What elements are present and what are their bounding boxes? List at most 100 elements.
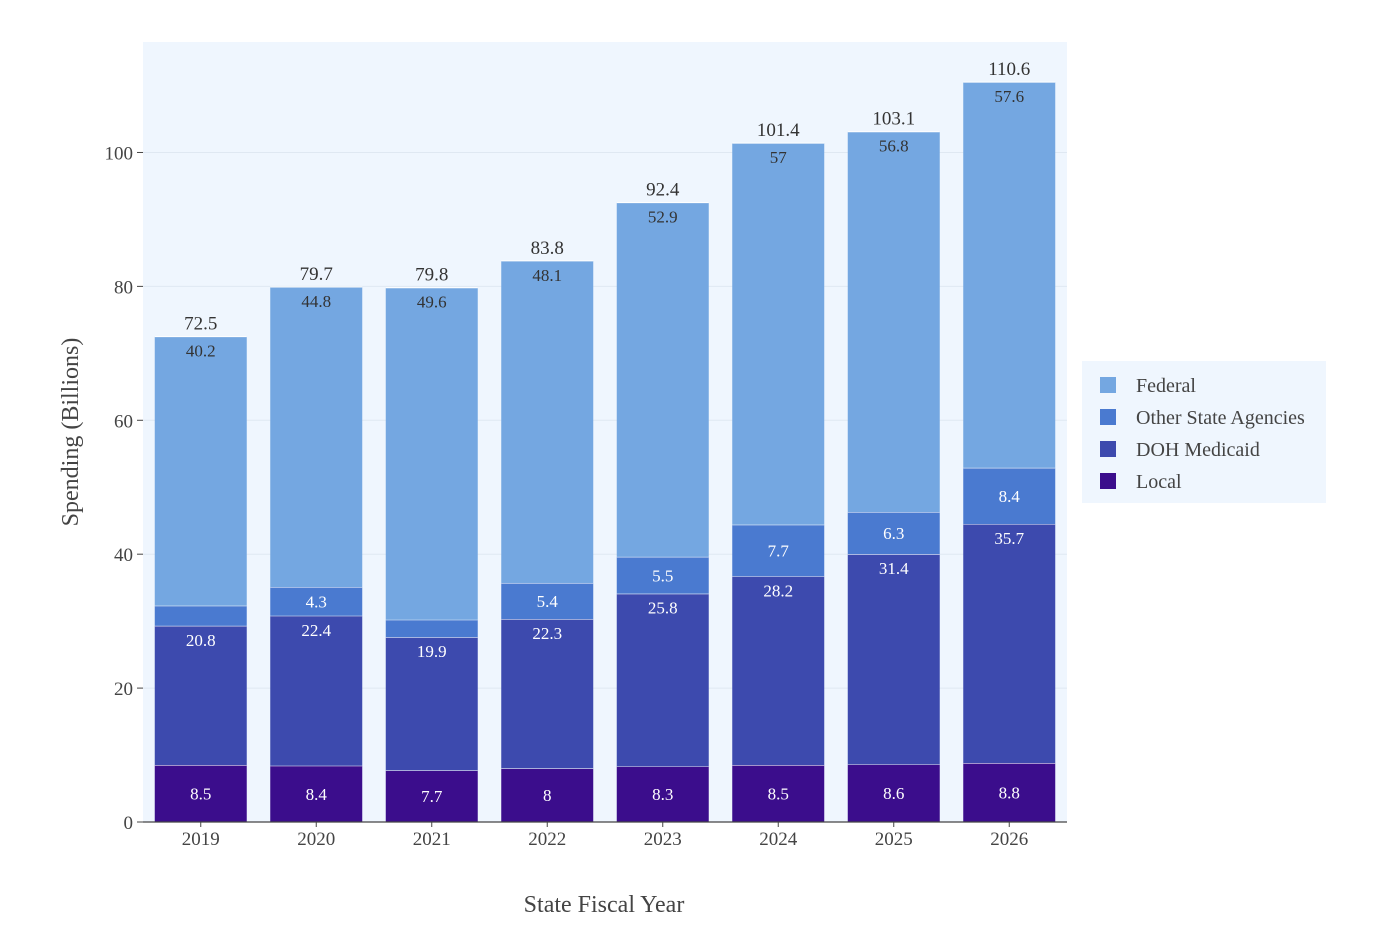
axes: 0 20 40 60 80 100 2019 2020 2021 2022 2023 2024 2025… — [105, 143, 1067, 850]
bars — [154, 81, 1056, 822]
bar-other-state-agencies-2023 — [616, 556, 709, 594]
data-label-doh-medicaid: 20.8 — [186, 631, 216, 650]
y-axis-title: Spending (Billions) — [58, 338, 84, 527]
data-label-doh-medicaid: 19.9 — [417, 642, 447, 661]
data-label-doh-medicaid: 25.8 — [648, 599, 678, 618]
bar-federal-2023 — [616, 202, 709, 557]
y-tick-label: 80 — [114, 277, 133, 298]
y-tick-label: 20 — [114, 679, 133, 700]
data-label-local: 8.6 — [883, 784, 904, 803]
bar-local-2025 — [847, 764, 940, 822]
bar-doh-medicaid-2023 — [616, 593, 709, 767]
data-labels: 8.5 20.8 40.2 72.5 8.4 22.4 4.3 44.8 79.7 7.7 19.9… — [184, 59, 1030, 806]
legend-swatch-other-state-agencies — [1100, 409, 1116, 425]
data-label-federal: 57 — [770, 148, 788, 167]
x-tick-label: 2022 — [528, 829, 566, 850]
data-label-doh-medicaid: 35.7 — [994, 529, 1024, 548]
total-label: 79.8 — [415, 265, 448, 286]
legend-label-local: Local — [1136, 471, 1182, 493]
bar-federal-2024 — [732, 143, 825, 525]
bar-doh-medicaid-2022 — [501, 619, 594, 769]
data-label-federal: 49.6 — [417, 293, 447, 312]
data-label-other-state-agencies: 5.4 — [537, 592, 559, 611]
data-label-other-state-agencies: 7.7 — [768, 542, 790, 561]
legend-label-doh-medicaid: DOH Medicaid — [1136, 439, 1260, 461]
x-tick-label: 2026 — [990, 829, 1028, 850]
legend-swatch-doh-medicaid — [1100, 441, 1116, 457]
data-label-doh-medicaid: 31.4 — [879, 559, 909, 578]
x-tick-label: 2019 — [182, 829, 220, 850]
bar-other-state-agencies-2022 — [501, 582, 594, 620]
bar-local-2022 — [501, 768, 594, 822]
x-axis-title: State Fiscal Year — [524, 892, 685, 918]
data-label-local: 8.4 — [306, 785, 328, 804]
legend-label-other-state-agencies: Other State Agencies — [1136, 407, 1305, 429]
legend: Federal Other State Agencies DOH Medicaid L… — [1082, 361, 1326, 503]
legend-swatch-federal — [1100, 377, 1116, 393]
data-label-federal: 52.9 — [648, 208, 678, 227]
bar-local-2020 — [270, 765, 363, 822]
bar-local-2021 — [385, 770, 478, 822]
data-label-federal: 57.6 — [994, 87, 1024, 106]
x-tick-label: 2020 — [297, 829, 335, 850]
total-label: 101.4 — [757, 120, 800, 141]
total-label: 72.5 — [184, 314, 217, 335]
data-label-local: 8 — [543, 786, 552, 805]
total-label: 79.7 — [300, 264, 333, 285]
data-label-federal: 48.1 — [532, 266, 562, 285]
bar-doh-medicaid-2026 — [963, 524, 1056, 764]
bar-other-state-agencies-2026 — [963, 467, 1056, 525]
data-label-local: 8.3 — [652, 785, 673, 804]
data-label-federal: 44.8 — [301, 292, 331, 311]
legend-swatch-local — [1100, 473, 1116, 489]
data-label-other-state-agencies: 6.3 — [883, 524, 904, 543]
bar-federal-2020 — [270, 287, 363, 587]
bar-federal-2026 — [963, 82, 1056, 468]
data-label-local: 8.5 — [768, 785, 789, 804]
bar-local-2023 — [616, 766, 709, 822]
data-label-doh-medicaid: 22.4 — [301, 621, 331, 640]
data-label-federal: 56.8 — [879, 137, 909, 156]
data-label-federal: 40.2 — [186, 342, 216, 361]
bar-federal-2025 — [847, 131, 940, 513]
bar-local-2024 — [732, 765, 825, 822]
y-tick-label: 60 — [114, 411, 133, 432]
x-tick-label: 2024 — [759, 829, 798, 850]
total-label: 103.1 — [872, 109, 915, 130]
legend-box — [1082, 361, 1326, 503]
data-label-doh-medicaid: 28.2 — [763, 581, 793, 600]
bar-federal-2022 — [501, 260, 594, 583]
x-tick-label: 2021 — [413, 829, 451, 850]
bar-doh-medicaid-2024 — [732, 576, 825, 766]
total-label: 110.6 — [988, 59, 1030, 80]
bar-local-2026 — [963, 763, 1056, 822]
data-label-doh-medicaid: 22.3 — [532, 624, 562, 643]
legend-label-federal: Federal — [1136, 375, 1196, 397]
bar-other-state-agencies-2025 — [847, 512, 940, 555]
data-label-other-state-agencies: 8.4 — [999, 487, 1021, 506]
data-label-local: 7.7 — [421, 787, 443, 806]
bar-federal-2021 — [385, 287, 478, 620]
data-label-other-state-agencies: 4.3 — [306, 592, 327, 611]
y-tick-label: 100 — [105, 143, 134, 164]
bar-other-state-agencies-2021 — [385, 619, 478, 638]
bar-doh-medicaid-2021 — [385, 637, 478, 771]
x-tick-label: 2023 — [644, 829, 682, 850]
bar-other-state-agencies-2020 — [270, 586, 363, 616]
data-label-local: 8.8 — [999, 784, 1020, 803]
y-tick-label: 0 — [124, 813, 134, 834]
y-tick-label: 40 — [114, 545, 133, 566]
data-label-local: 8.5 — [190, 785, 211, 804]
total-label: 83.8 — [531, 238, 564, 259]
total-label: 92.4 — [646, 180, 680, 201]
x-tick-label: 2025 — [875, 829, 913, 850]
bar-doh-medicaid-2025 — [847, 554, 940, 765]
bar-other-state-agencies-2024 — [732, 524, 825, 577]
bar-doh-medicaid-2020 — [270, 615, 363, 766]
bar-federal-2019 — [154, 336, 247, 606]
data-label-other-state-agencies: 5.5 — [652, 566, 673, 585]
bar-other-state-agencies-2019 — [154, 605, 247, 626]
bar-doh-medicaid-2019 — [154, 625, 247, 766]
